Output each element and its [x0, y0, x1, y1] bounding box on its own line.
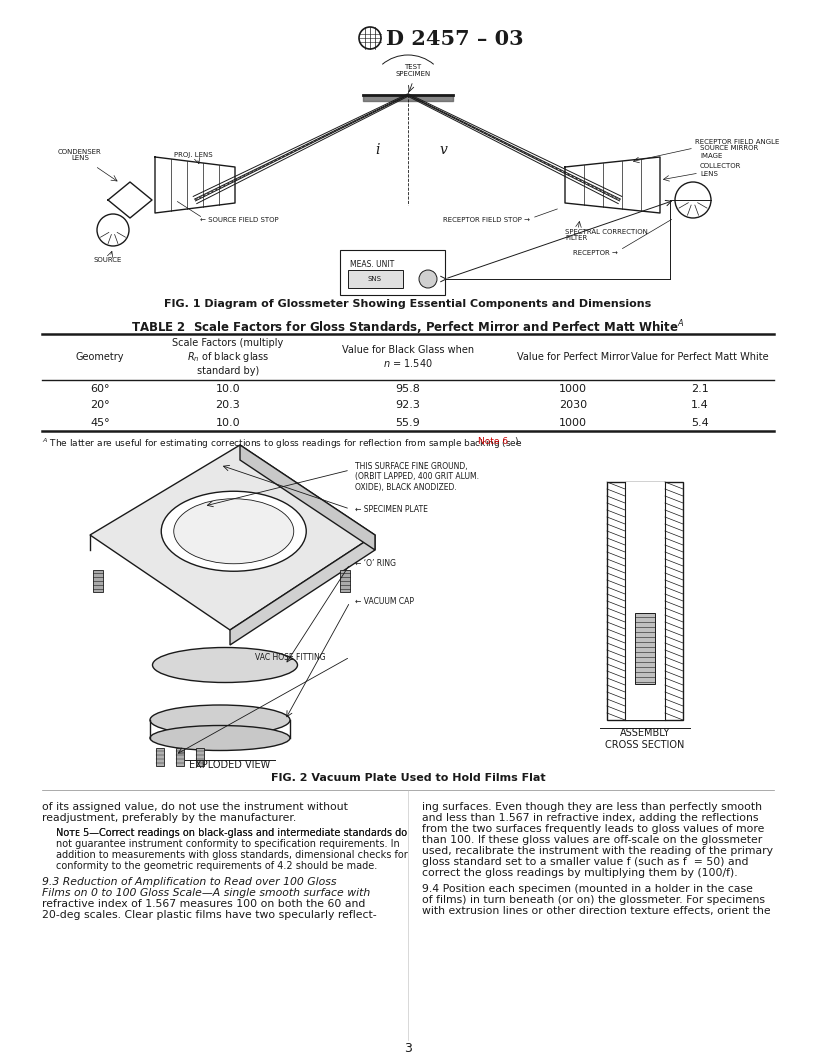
Bar [340, 570, 350, 592]
Circle shape [97, 214, 129, 246]
Text: not guarantee instrument conformity to specification requirements. In: not guarantee instrument conformity to s… [56, 840, 400, 849]
Text: of its assigned value, do not use the instrument without: of its assigned value, do not use the in… [42, 802, 348, 812]
Bar [348, 270, 403, 288]
Text: MEAS. UNIT: MEAS. UNIT [350, 260, 394, 269]
Text: 10.0: 10.0 [215, 383, 241, 394]
Ellipse shape [174, 498, 294, 564]
Bar [625, 482, 665, 720]
Text: RECEPTOR FIELD ANGLE: RECEPTOR FIELD ANGLE [695, 139, 779, 145]
Text: FIG. 1 Diagram of Glossmeter Showing Essential Components and Dimensions: FIG. 1 Diagram of Glossmeter Showing Ess… [164, 299, 652, 309]
Text: 1.4: 1.4 [691, 400, 709, 411]
Text: Nᴏᴛᴇ 5—Correct readings on black-glass and intermediate standards do: Nᴏᴛᴇ 5—Correct readings on black-glass a… [56, 828, 407, 838]
Text: 1000: 1000 [559, 417, 587, 428]
Text: Value for Black Glass when
$n$ = 1.540: Value for Black Glass when $n$ = 1.540 [342, 345, 474, 369]
Text: correct the gloss readings by multiplying them by (100/f).: correct the gloss readings by multiplyin… [422, 868, 738, 878]
Text: RECEPTOR FIELD STOP →: RECEPTOR FIELD STOP → [443, 216, 530, 223]
Text: D 2457 – 03: D 2457 – 03 [386, 29, 524, 49]
Text: VAC HOSE FITTING: VAC HOSE FITTING [255, 653, 326, 661]
Text: gloss standard set to a smaller value f (such as f  = 50) and: gloss standard set to a smaller value f … [422, 857, 748, 867]
Ellipse shape [150, 725, 290, 751]
Text: CONDENSER
LENS: CONDENSER LENS [58, 149, 102, 162]
Text: PROJ. LENS: PROJ. LENS [174, 152, 212, 158]
Text: Value for Perfect Mirror: Value for Perfect Mirror [517, 352, 629, 362]
Text: 20-deg scales. Clear plastic films have two specularly reflect-: 20-deg scales. Clear plastic films have … [42, 910, 377, 920]
Bar [176, 748, 184, 766]
Text: used, recalibrate the instrument with the reading of the primary: used, recalibrate the instrument with th… [422, 846, 773, 856]
Text: Note 6: Note 6 [478, 437, 508, 446]
Text: RECEPTOR →: RECEPTOR → [573, 250, 618, 256]
Text: 9.3 Reduction of Amplification to Read over 100 Gloss: 9.3 Reduction of Amplification to Read o… [42, 876, 336, 887]
Text: ).: ). [514, 437, 521, 446]
Text: 10.0: 10.0 [215, 417, 241, 428]
Text: than 100. If these gloss values are off-scale on the glossmeter: than 100. If these gloss values are off-… [422, 835, 762, 845]
Text: 3: 3 [404, 1042, 412, 1055]
Text: ing surfaces. Even though they are less than perfectly smooth: ing surfaces. Even though they are less … [422, 802, 762, 812]
Text: SOURCE: SOURCE [94, 257, 122, 263]
Text: FIG. 2 Vacuum Plate Used to Hold Films Flat: FIG. 2 Vacuum Plate Used to Hold Films F… [271, 773, 545, 782]
Text: from the two surfaces frequently leads to gloss values of more: from the two surfaces frequently leads t… [422, 824, 765, 834]
Text: 2030: 2030 [559, 400, 587, 411]
Text: COLLECTOR
LENS: COLLECTOR LENS [700, 164, 742, 176]
Polygon shape [230, 535, 375, 645]
Bar [607, 482, 683, 720]
Text: ← SOURCE FIELD STOP: ← SOURCE FIELD STOP [200, 216, 278, 223]
Text: 92.3: 92.3 [396, 400, 420, 411]
Ellipse shape [150, 705, 290, 735]
Text: ← SPECIMEN PLATE: ← SPECIMEN PLATE [355, 505, 428, 513]
Text: Scale Factors (multiply
$R_n$ of black glass
standard by): Scale Factors (multiply $R_n$ of black g… [172, 338, 284, 376]
Text: 5.4: 5.4 [691, 417, 709, 428]
Ellipse shape [162, 491, 306, 571]
Text: THIS SURFACE FINE GROUND,
(ORBIT LAPPED, 400 GRIT ALUM.
OXIDE), BLACK ANODIZED.: THIS SURFACE FINE GROUND, (ORBIT LAPPED,… [355, 463, 479, 492]
Text: 60°: 60° [91, 383, 109, 394]
Text: SNS: SNS [368, 276, 382, 282]
Text: readjustment, preferably by the manufacturer.: readjustment, preferably by the manufact… [42, 813, 296, 823]
Bar [93, 570, 103, 592]
Text: and less than 1.567 in refractive index, adding the reflections: and less than 1.567 in refractive index,… [422, 813, 759, 823]
Text: conformity to the geometric requirements of 4.2 should be made.: conformity to the geometric requirements… [56, 861, 377, 871]
Text: 2.1: 2.1 [691, 383, 709, 394]
Text: with extrusion lines or other direction texture effects, orient the: with extrusion lines or other direction … [422, 906, 770, 916]
Text: $^A$ The latter are useful for estimating corrections to gloss readings for refl: $^A$ The latter are useful for estimatin… [42, 437, 523, 451]
Bar [156, 748, 164, 766]
Bar [340, 250, 445, 295]
Text: 45°: 45° [91, 417, 110, 428]
Text: Nᴏᴛᴇ 5—Correct readings on black-glass and intermediate standards do: Nᴏᴛᴇ 5—Correct readings on black-glass a… [56, 828, 407, 838]
Text: i: i [375, 143, 380, 157]
Text: ← VACUUM CAP: ← VACUUM CAP [355, 598, 414, 606]
Text: ASSEMBLY
CROSS SECTION: ASSEMBLY CROSS SECTION [605, 728, 685, 750]
Text: 20°: 20° [91, 400, 110, 411]
Text: 1000: 1000 [559, 383, 587, 394]
Text: v: v [439, 143, 447, 157]
Text: SOURCE MIRROR
IMAGE: SOURCE MIRROR IMAGE [700, 146, 758, 158]
Text: Value for Perfect Matt White: Value for Perfect Matt White [632, 352, 769, 362]
Text: ← ‘O’ RING: ← ‘O’ RING [355, 560, 396, 568]
Bar [635, 612, 655, 684]
Text: TEST
SPECIMEN: TEST SPECIMEN [396, 64, 431, 77]
Text: addition to measurements with gloss standards, dimensional checks for: addition to measurements with gloss stan… [56, 850, 408, 860]
Text: Geometry: Geometry [76, 352, 124, 362]
Text: EXPLODED VIEW: EXPLODED VIEW [189, 760, 271, 770]
Ellipse shape [153, 647, 298, 682]
Text: Films on 0 to 100 Gloss Scale—A single smooth surface with: Films on 0 to 100 Gloss Scale—A single s… [42, 888, 370, 898]
Text: TABLE 2  Scale Factors for Gloss Standards, Perfect Mirror and Perfect Matt Whit: TABLE 2 Scale Factors for Gloss Standard… [131, 318, 685, 337]
Text: refractive index of 1.567 measures 100 on both the 60 and: refractive index of 1.567 measures 100 o… [42, 899, 366, 909]
Text: of films) in turn beneath (or on) the glossmeter. For specimens: of films) in turn beneath (or on) the gl… [422, 895, 765, 905]
Text: SPECTRAL CORRECTION
FILTER: SPECTRAL CORRECTION FILTER [565, 228, 648, 242]
Circle shape [675, 182, 711, 218]
Text: 20.3: 20.3 [215, 400, 241, 411]
Bar [196, 748, 204, 766]
Circle shape [419, 270, 437, 288]
Text: 9.4 Position each specimen (mounted in a holder in the case: 9.4 Position each specimen (mounted in a… [422, 884, 753, 894]
Polygon shape [90, 445, 375, 630]
Text: 55.9: 55.9 [396, 417, 420, 428]
Text: 95.8: 95.8 [396, 383, 420, 394]
Polygon shape [240, 445, 375, 550]
